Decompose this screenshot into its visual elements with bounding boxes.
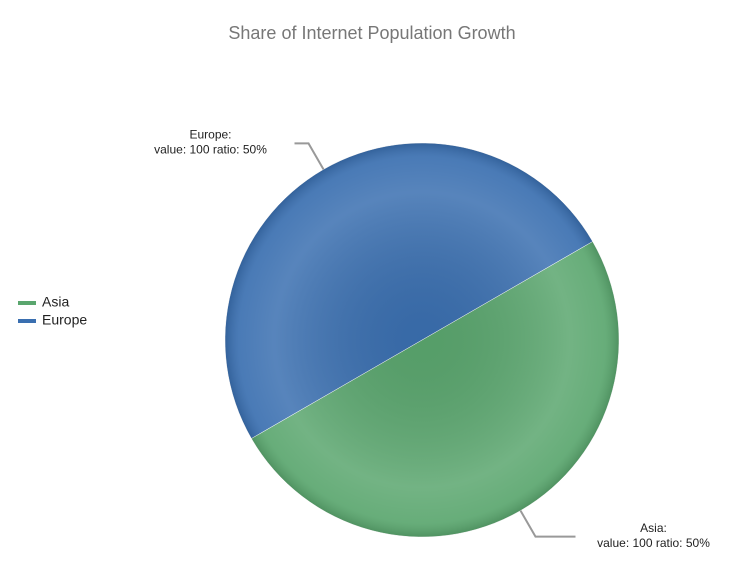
slice-label: Asia: <box>640 521 667 535</box>
leader-line <box>294 142 325 170</box>
value-label: value: 100 ratio: 50% <box>597 536 710 550</box>
value-label: value: 100 ratio: 50% <box>154 143 267 157</box>
slice-label: Europe: <box>189 128 231 142</box>
legend-label: Europe <box>42 312 87 328</box>
leader-line <box>519 510 576 538</box>
legend-label: Asia <box>42 294 69 310</box>
legend-swatch <box>18 301 36 305</box>
legend-swatch <box>18 319 36 323</box>
chart-title: Share of Internet Population Growth <box>228 23 515 43</box>
